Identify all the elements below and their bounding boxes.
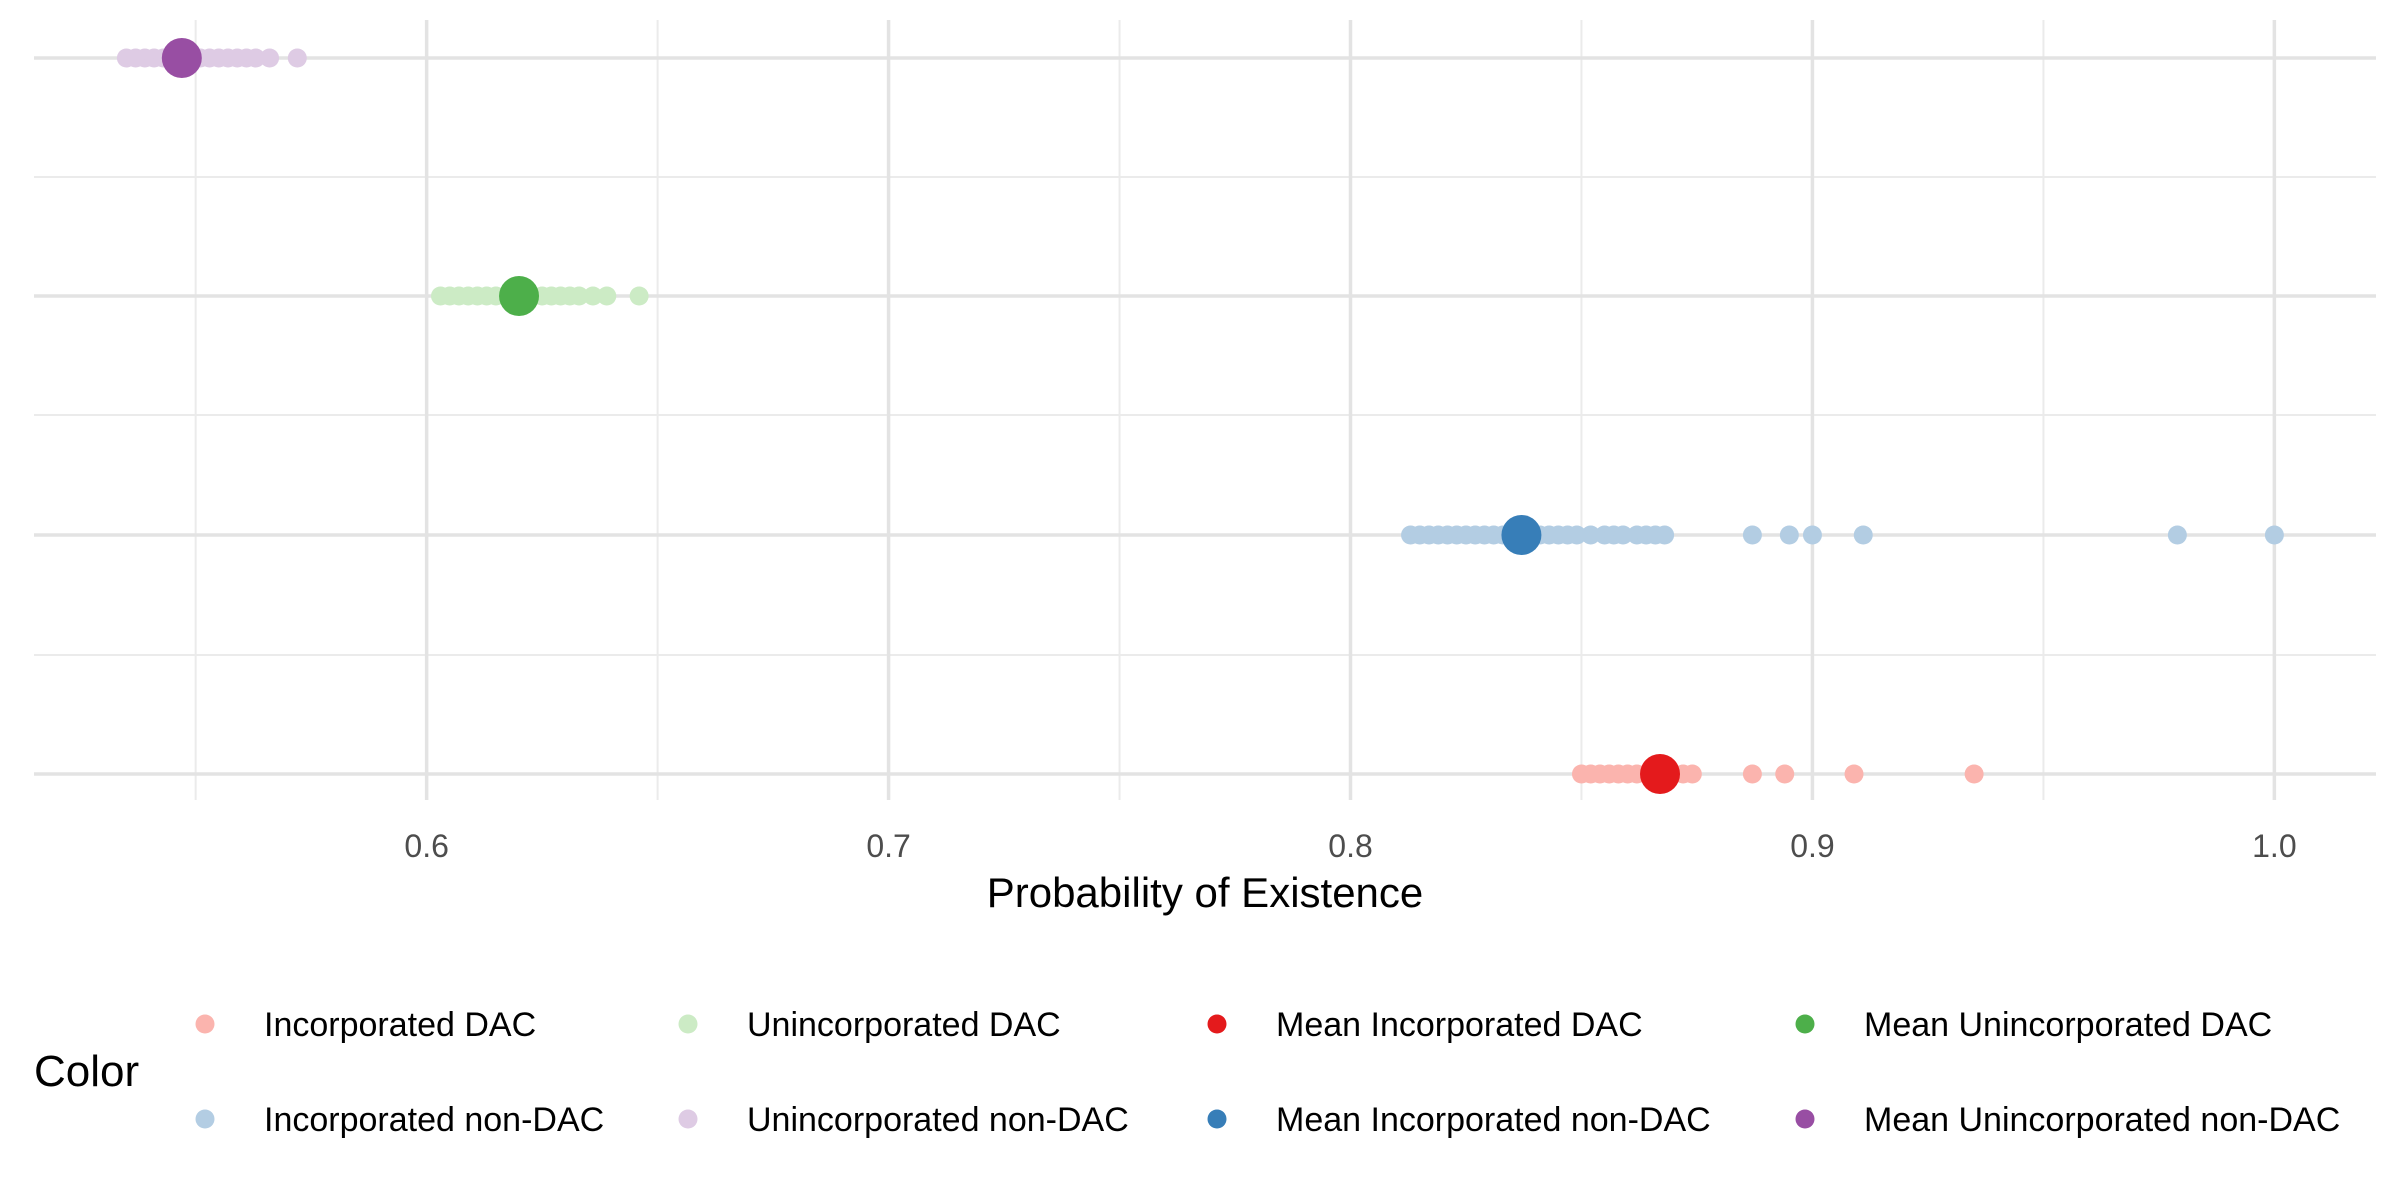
legend-label: Unincorporated DAC [747,1006,1061,1044]
data-point [287,48,307,68]
x-tick-label: 0.9 [1790,828,1834,864]
legend-key [1795,1014,1815,1034]
legend-label: Incorporated DAC [264,1006,536,1044]
data-point [1964,764,1984,784]
legend-item: Incorporated DAC [195,1006,536,1044]
data-point [1853,525,1873,545]
legend-label: Incorporated non-DAC [264,1101,604,1139]
legend-item: Unincorporated DAC [678,1006,1061,1044]
legend-title: Color [34,1047,139,1096]
x-tick-label: 0.8 [1328,828,1372,864]
legend-label: Mean Unincorporated DAC [1864,1006,2272,1044]
x-axis-title: Probability of Existence [987,869,1424,916]
data-point [1655,525,1675,545]
points-layer [116,38,2284,794]
series-mean-unincorporated-non-dac [161,38,202,78]
series-mean-incorporated-dac [1640,754,1681,794]
mean-point [1501,515,1542,555]
data-point [1779,525,1799,545]
legend-item: Mean Incorporated non-DAC [1207,1101,1711,1139]
data-point [1775,764,1795,784]
series-unincorporated-dac [431,286,649,306]
data-point [629,286,649,306]
data-point [597,286,617,306]
data-point [2264,525,2284,545]
legend-key [1207,1014,1227,1034]
legend-item: Mean Unincorporated non-DAC [1795,1101,2340,1139]
legend-key [1795,1109,1815,1129]
data-point [1802,525,1822,545]
data-point [1613,525,1633,545]
legend-key [195,1014,215,1034]
legend-item: Mean Incorporated DAC [1207,1006,1643,1044]
data-point [2167,525,2187,545]
legend-label: Unincorporated non-DAC [747,1101,1129,1139]
x-axis: 0.6 0.7 0.8 0.9 1.0 [404,828,2296,864]
x-tick-label: 0.6 [404,828,448,864]
legend-label: Mean Unincorporated non-DAC [1864,1101,2340,1139]
legend-item: Mean Unincorporated DAC [1795,1006,2272,1044]
data-point [583,286,603,306]
data-point [260,48,280,68]
mean-point [1640,754,1681,794]
legend-item: Unincorporated non-DAC [678,1101,1129,1139]
x-tick-label: 0.7 [866,828,910,864]
legend-label: Mean Incorporated DAC [1276,1006,1643,1044]
data-point [1567,525,1587,545]
mean-point [161,38,202,78]
legend-key [195,1109,215,1129]
series-mean-unincorporated-dac [499,276,540,316]
x-tick-label: 1.0 [2252,828,2296,864]
data-point [1742,525,1762,545]
legend-key [1207,1109,1227,1129]
data-point [1742,764,1762,784]
legend: Color Incorporated DAC Unincorporated DAC… [34,1006,2340,1139]
legend-key [678,1109,698,1129]
data-point [1844,764,1864,784]
series-mean-incorporated-non-dac [1501,515,1542,555]
legend-item: Incorporated non-DAC [195,1101,604,1139]
data-point [569,286,589,306]
data-point [246,48,266,68]
grid-layer [34,20,2376,800]
series-unincorporated-non-dac [116,48,307,68]
mean-point [499,276,540,316]
data-point [1581,525,1601,545]
data-point [1682,764,1702,784]
legend-key [678,1014,698,1034]
legend-label: Mean Incorporated non-DAC [1276,1101,1711,1139]
